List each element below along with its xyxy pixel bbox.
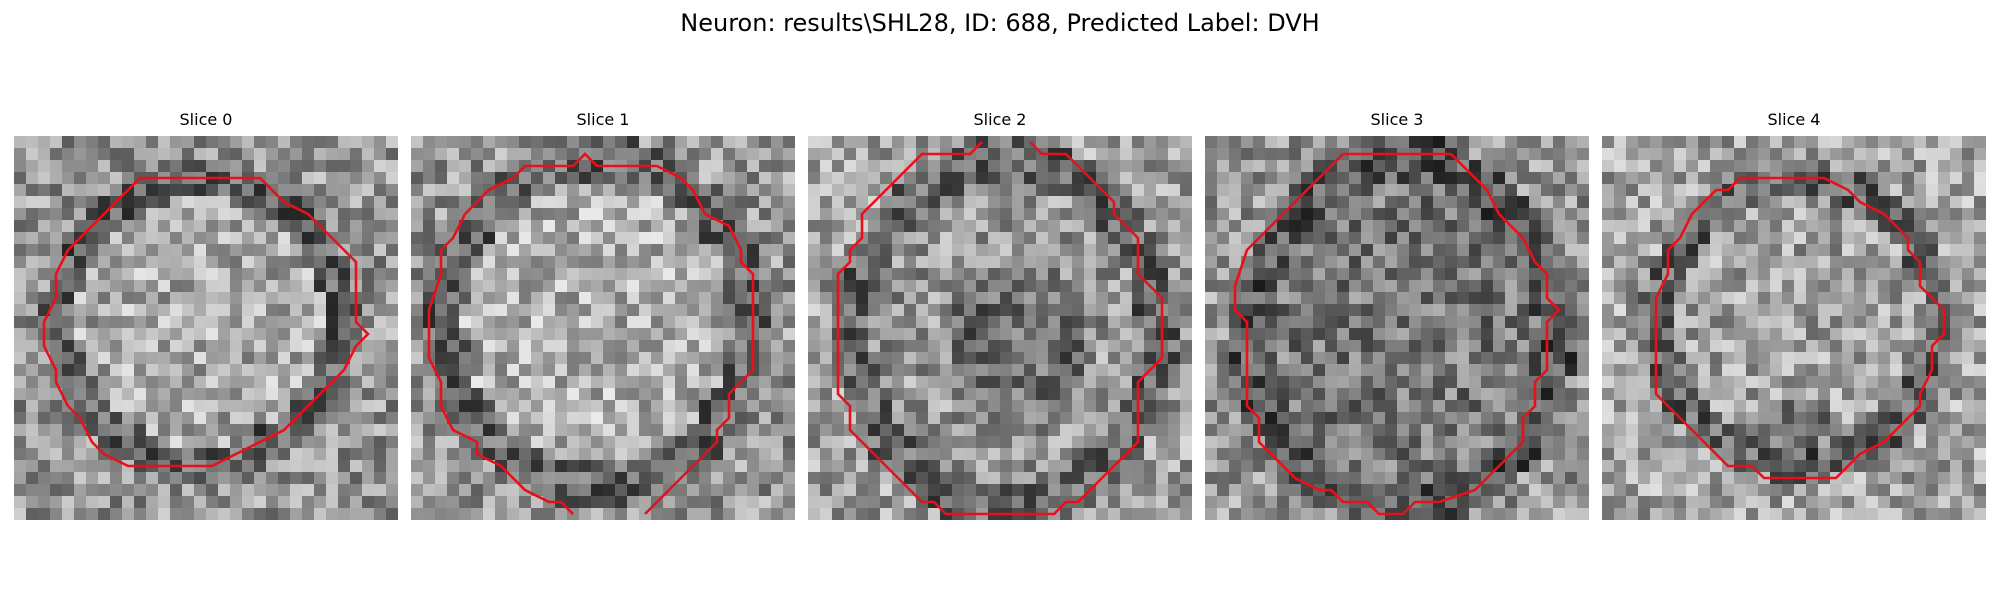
contour-line: [838, 142, 1162, 514]
neuron-contour: [411, 136, 795, 520]
slice-title: Slice 0: [179, 110, 233, 129]
neuron-contour: [808, 136, 1192, 520]
slice-title: Slice 2: [973, 110, 1027, 129]
figure-title: Neuron: results\SHL28, ID: 688, Predicte…: [680, 9, 1320, 37]
neuron-contour: [14, 136, 398, 520]
contour-line: [429, 154, 753, 514]
contour-line: [1656, 178, 1944, 478]
neuron-contour: [1205, 136, 1589, 520]
slice-title: Slice 1: [576, 110, 630, 129]
contour-line: [44, 178, 368, 466]
slice-image: [411, 136, 795, 520]
slice-title: Slice 3: [1370, 110, 1424, 129]
contour-line: [1235, 154, 1559, 514]
slice-title: Slice 4: [1767, 110, 1821, 129]
slice-image: [14, 136, 398, 520]
slice-image: [1205, 136, 1589, 520]
neuron-contour: [1602, 136, 1986, 520]
slice-image: [808, 136, 1192, 520]
slice-image: [1602, 136, 1986, 520]
